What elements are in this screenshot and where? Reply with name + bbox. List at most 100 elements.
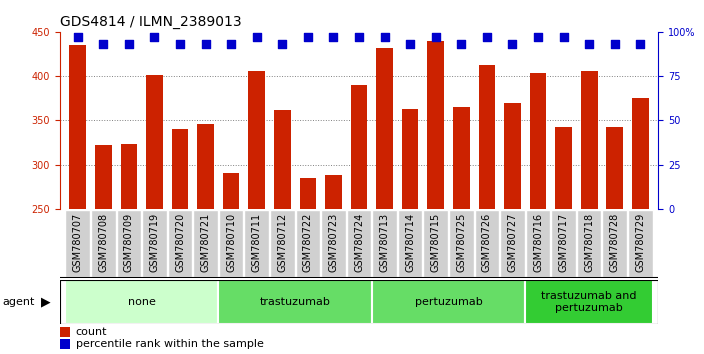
Text: GSM780707: GSM780707 xyxy=(73,213,83,272)
Text: GSM780728: GSM780728 xyxy=(610,213,620,272)
Text: trastuzumab: trastuzumab xyxy=(260,297,331,307)
Point xyxy=(507,41,518,47)
Text: GSM780716: GSM780716 xyxy=(533,213,543,272)
Bar xyxy=(628,210,653,276)
Bar xyxy=(577,210,601,276)
Text: GSM780718: GSM780718 xyxy=(584,213,594,272)
Text: agent: agent xyxy=(2,297,34,307)
Bar xyxy=(325,175,341,209)
Bar xyxy=(555,127,572,209)
Point xyxy=(200,41,211,47)
Text: ▶: ▶ xyxy=(41,295,51,308)
Text: GSM780721: GSM780721 xyxy=(201,213,210,272)
Bar xyxy=(427,41,444,209)
Point xyxy=(328,34,339,40)
Text: none: none xyxy=(127,297,156,307)
Bar xyxy=(146,75,163,209)
Point xyxy=(405,41,416,47)
Bar xyxy=(249,71,265,209)
Bar xyxy=(581,71,598,209)
Bar xyxy=(223,173,239,209)
Bar xyxy=(402,109,418,209)
Bar xyxy=(65,210,90,276)
Text: GSM780727: GSM780727 xyxy=(508,213,517,272)
Bar xyxy=(218,280,372,324)
Text: GSM780726: GSM780726 xyxy=(482,213,492,272)
Point xyxy=(98,41,109,47)
Bar xyxy=(377,48,393,209)
Text: GSM780713: GSM780713 xyxy=(379,213,389,272)
Bar xyxy=(449,210,474,276)
Bar xyxy=(194,210,218,276)
Bar xyxy=(372,280,525,324)
Point xyxy=(302,34,313,40)
Point xyxy=(225,41,237,47)
Bar xyxy=(321,210,346,276)
Bar xyxy=(197,124,214,209)
Text: GSM780709: GSM780709 xyxy=(124,213,134,272)
Bar xyxy=(117,210,142,276)
Bar xyxy=(351,85,367,209)
Text: GSM780711: GSM780711 xyxy=(252,213,262,272)
Bar xyxy=(529,73,546,209)
Text: count: count xyxy=(76,327,107,337)
Point xyxy=(123,41,134,47)
Bar xyxy=(296,210,320,276)
Bar xyxy=(65,280,218,324)
Text: pertuzumab: pertuzumab xyxy=(415,297,482,307)
Bar xyxy=(551,210,576,276)
Point xyxy=(175,41,186,47)
Point xyxy=(277,41,288,47)
Bar xyxy=(398,210,422,276)
Text: trastuzumab and
pertuzumab: trastuzumab and pertuzumab xyxy=(541,291,637,313)
Bar xyxy=(95,145,112,209)
Bar xyxy=(70,45,86,209)
Point xyxy=(584,41,595,47)
Bar xyxy=(424,210,448,276)
Text: GSM780724: GSM780724 xyxy=(354,213,364,272)
Text: GSM780714: GSM780714 xyxy=(406,213,415,272)
Text: GSM780717: GSM780717 xyxy=(558,213,569,272)
Bar xyxy=(270,210,294,276)
Bar xyxy=(474,210,499,276)
Bar xyxy=(142,210,167,276)
Text: GSM780722: GSM780722 xyxy=(303,213,313,272)
Point xyxy=(482,34,493,40)
Point xyxy=(430,34,441,40)
Point xyxy=(609,41,620,47)
Bar xyxy=(120,144,137,209)
Bar xyxy=(91,210,115,276)
Bar xyxy=(274,110,291,209)
Bar xyxy=(300,178,316,209)
Bar xyxy=(172,129,189,209)
Bar xyxy=(606,127,623,209)
Bar xyxy=(168,210,192,276)
Text: GSM780720: GSM780720 xyxy=(175,213,185,272)
Point xyxy=(251,34,263,40)
Text: GSM780710: GSM780710 xyxy=(226,213,236,272)
Text: GDS4814 / ILMN_2389013: GDS4814 / ILMN_2389013 xyxy=(60,16,241,29)
Text: GSM780715: GSM780715 xyxy=(431,213,441,272)
Bar xyxy=(501,210,524,276)
Point xyxy=(558,34,570,40)
Text: GSM780708: GSM780708 xyxy=(99,213,108,272)
Text: GSM780719: GSM780719 xyxy=(149,213,160,272)
Point xyxy=(532,34,543,40)
Text: percentile rank within the sample: percentile rank within the sample xyxy=(76,339,263,349)
Bar xyxy=(526,210,551,276)
Bar xyxy=(372,210,397,276)
Bar xyxy=(244,210,269,276)
Bar xyxy=(347,210,371,276)
Text: GSM780725: GSM780725 xyxy=(456,213,466,272)
Text: GSM780723: GSM780723 xyxy=(329,213,339,272)
Bar xyxy=(504,103,521,209)
Text: GSM780729: GSM780729 xyxy=(635,213,646,272)
Point xyxy=(455,41,467,47)
Bar xyxy=(525,280,653,324)
Bar xyxy=(60,339,70,349)
Point xyxy=(635,41,646,47)
Bar xyxy=(603,210,627,276)
Point xyxy=(149,34,160,40)
Bar xyxy=(479,65,495,209)
Bar xyxy=(453,107,470,209)
